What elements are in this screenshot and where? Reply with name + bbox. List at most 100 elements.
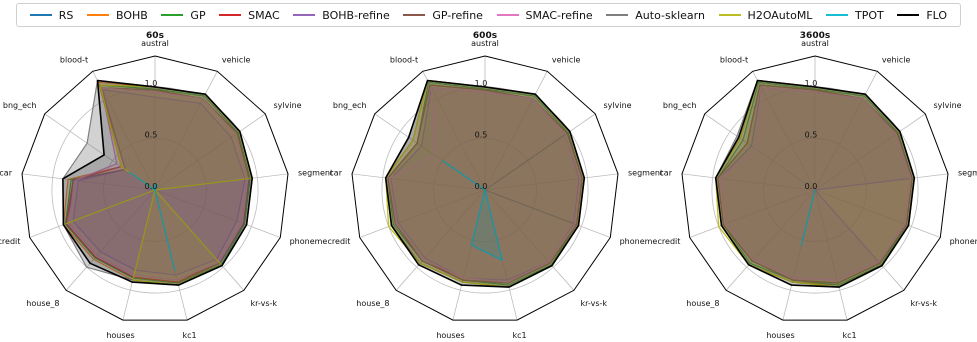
series-polygon-tpot	[800, 189, 816, 246]
series-polygon-tpot	[442, 160, 503, 261]
axis-label-austral: austral	[801, 39, 829, 48]
radial-tick-label: 0.5	[145, 130, 158, 139]
grid-spoke	[725, 189, 816, 291]
axis-label-sylvine: sylvine	[934, 101, 962, 110]
axis-label-houses: houses	[436, 331, 464, 340]
legend-item: GP	[161, 8, 206, 22]
axis-label-phoneme: phoneme	[950, 237, 977, 246]
radial-tick-label: 0.5	[475, 130, 488, 139]
grid-spoke	[21, 173, 156, 191]
axis-label-credit: credit	[0, 237, 20, 246]
grid-spoke	[704, 113, 816, 191]
grid-spoke	[814, 189, 941, 238]
axis-label-blood-t: blood-t	[390, 56, 418, 65]
grid-spoke	[65, 189, 156, 291]
legend-item: BOHB-refine	[293, 9, 390, 22]
legend-item: Auto-sklearn	[606, 9, 705, 22]
legend-item: GP-refine	[403, 9, 483, 22]
axis-label-kc1: kc1	[512, 331, 526, 340]
grid-spoke	[689, 189, 816, 238]
axis-label-car: car	[659, 169, 672, 178]
series-polygon-tpot	[129, 171, 176, 271]
legend-label: RS	[58, 8, 74, 22]
axis-label-blood-t: blood-t	[60, 56, 88, 65]
axis-label-car: car	[329, 169, 342, 178]
legend-swatch	[87, 14, 109, 16]
grid-spoke	[484, 173, 619, 191]
axis-label-bng-ech: bng_ech	[333, 101, 367, 110]
axis-label-phoneme: phoneme	[620, 237, 658, 246]
legend: RS BOHB GP SMAC BOHB-refine GP-refine SMAC-ref…	[16, 3, 961, 27]
axis-label-bng-ech: bng_ech	[3, 101, 37, 110]
series-polygon-gp	[717, 81, 913, 286]
legend-label: TPOT	[855, 8, 884, 22]
axis-label-credit: credit	[328, 237, 351, 246]
grid-spoke	[154, 71, 218, 191]
legend-label: BOHB	[116, 8, 148, 22]
grid-spoke	[484, 71, 548, 191]
legend-swatch	[29, 14, 52, 16]
grid-spoke	[814, 189, 848, 321]
axis-label-segment: segment	[958, 169, 977, 178]
series-polygon-smac-refine	[719, 87, 911, 281]
radial-tick-label: 0.5	[805, 130, 818, 139]
legend-label: BOHB-refine	[322, 8, 390, 22]
radial-tick-label: 1.0	[475, 79, 488, 88]
series-polygon-flo	[62, 79, 253, 286]
radial-tick-label: 0.0	[475, 182, 488, 191]
grid-spoke	[484, 189, 575, 291]
axis-label-phoneme: phoneme	[290, 237, 328, 246]
axis-label-kr-vs-k: kr-vs-k	[581, 299, 608, 308]
radar-panel: 3600s 0.0 0.5 1.0 austral vehicle sylvine segme…	[658, 31, 977, 340]
axis-label-segment: segment	[628, 169, 663, 178]
axis-label-austral: austral	[471, 39, 499, 48]
legend-item: BOHB	[87, 9, 148, 22]
axis-label-houses: houses	[766, 331, 794, 340]
grid-spoke	[359, 189, 486, 238]
series-polygon-gp-refine	[717, 84, 913, 284]
legend-label: Auto-sklearn	[635, 8, 705, 22]
panel-title: 3600s	[800, 31, 830, 41]
axis-label-bng-ech: bng_ech	[663, 101, 697, 110]
radial-tick-label: 0.0	[145, 182, 158, 191]
legend-label: GP-refine	[432, 8, 483, 22]
grid-spoke	[681, 173, 816, 191]
axis-label-house-8: house_8	[26, 299, 59, 308]
legend-label: SMAC-refine	[525, 8, 593, 22]
grid-spoke	[814, 113, 926, 191]
axis-label-sylvine: sylvine	[604, 101, 632, 110]
radar-panel: 600s 0.0 0.5 1.0 austral vehicle sylvine segmen…	[328, 31, 664, 340]
radial-tick-label: 0.0	[805, 182, 818, 191]
radial-tick-label: 1.0	[145, 79, 158, 88]
series-polygon-smac-refine	[389, 87, 581, 283]
legend-swatch	[403, 14, 426, 16]
legend-swatch	[219, 14, 242, 16]
legend-swatch	[606, 14, 629, 16]
legend-label: SMAC	[248, 8, 280, 22]
grid-spoke	[752, 71, 816, 191]
panel-title: 600s	[473, 31, 497, 41]
legend-swatch	[293, 14, 316, 16]
legend-swatch	[897, 14, 920, 16]
grid-spoke	[814, 71, 878, 191]
axis-label-vehicle: vehicle	[882, 56, 911, 65]
grid-spoke	[154, 189, 281, 238]
legend-item: TPOT	[826, 9, 884, 22]
legend-swatch	[826, 14, 849, 16]
panel-title: 60s	[146, 31, 164, 41]
axis-label-credit: credit	[658, 237, 681, 246]
axis-label-austral: austral	[141, 39, 169, 48]
grid-spoke	[422, 71, 486, 191]
outer-frame	[351, 55, 619, 321]
axis-label-kc1: kc1	[182, 331, 196, 340]
legend-label: GP	[190, 8, 206, 22]
legend-item: RS	[29, 8, 74, 22]
legend-label: FLO	[926, 8, 948, 22]
axis-label-segment: segment	[298, 169, 333, 178]
series-polygon-flo	[714, 79, 916, 288]
outer-frame	[681, 55, 949, 321]
axis-label-sylvine: sylvine	[274, 101, 302, 110]
radar-panel: 60s 0.0 0.5 1.0 austral vehicle sylvine segment…	[0, 31, 333, 340]
series-polygon-flo	[384, 79, 586, 288]
